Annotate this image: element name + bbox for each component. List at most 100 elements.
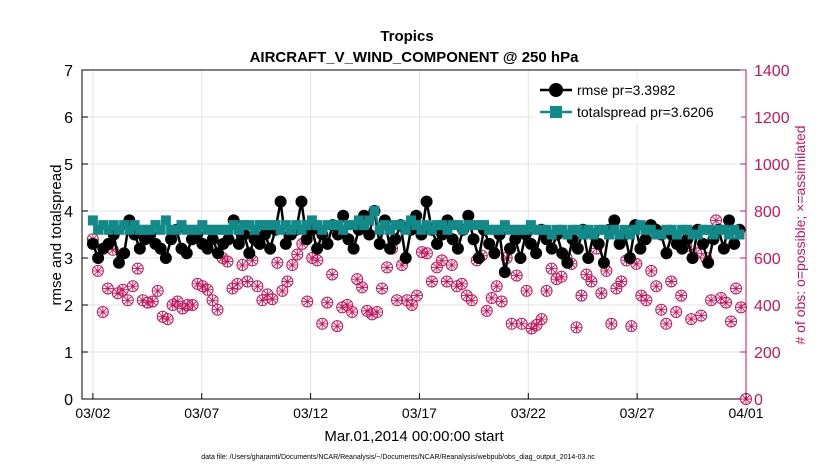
obs-assimilated-marker [676, 290, 687, 301]
obs-possible-marker [490, 280, 503, 293]
obs-count-point [485, 291, 498, 304]
obs-assimilated-marker [596, 288, 607, 299]
totalspread-marker [724, 229, 735, 240]
totalspread-marker [140, 224, 151, 235]
totalspread-marker [176, 220, 187, 231]
totalspread-marker [119, 220, 130, 231]
obs-assimilated-marker [616, 276, 627, 287]
obs-assimilated-marker [152, 285, 163, 296]
obs-assimilated-marker [97, 307, 108, 318]
rmse-marker [232, 237, 245, 250]
rmse-marker [258, 228, 271, 241]
obs-assimilated-marker [177, 303, 188, 314]
rmse-marker [561, 256, 574, 269]
obs-count-point [665, 275, 678, 288]
obs-count-point [645, 264, 658, 277]
rmse-marker [509, 233, 522, 246]
obs-possible-marker [420, 247, 433, 260]
rmse-marker [483, 237, 496, 250]
obs-count-point [625, 320, 638, 333]
obs-assimilated-marker [491, 281, 502, 292]
totalspread-marker [265, 220, 276, 231]
totalspread-marker [186, 224, 197, 235]
totalspread-marker [426, 224, 437, 235]
rmse-marker [530, 247, 543, 260]
totalspread-marker [145, 224, 156, 235]
obs-count-point [505, 317, 518, 330]
totalspread-marker [682, 224, 693, 235]
obs-count-point [101, 282, 114, 295]
obs-possible-marker [146, 295, 159, 308]
obs-possible-marker [495, 295, 508, 308]
obs-count-point [695, 309, 708, 322]
rmse-marker [159, 252, 172, 264]
rmse-marker [608, 214, 621, 227]
obs-possible-marker [465, 294, 478, 307]
obs-possible-marker [605, 317, 618, 330]
rmse-marker [660, 247, 673, 260]
obs-count-point [131, 262, 144, 275]
obs-assimilated-marker [332, 321, 343, 332]
totalspread-marker [557, 224, 568, 235]
totalspread-marker [108, 220, 119, 231]
x-tick-label: 03/17 [402, 405, 437, 421]
obs-assimilated-marker [671, 307, 682, 318]
obs-assimilated-marker [731, 283, 742, 294]
totalspread-marker [437, 220, 448, 231]
obs-assimilated-marker [127, 281, 138, 292]
totalspread-marker [87, 215, 98, 226]
rmse-marker [342, 233, 355, 246]
y-axis-label: rmse and totalspread [48, 165, 65, 306]
totalspread-marker [405, 215, 416, 226]
obs-count-point [276, 284, 289, 297]
obs-assimilated-marker [611, 283, 622, 294]
totalspread-marker [270, 220, 281, 231]
obs-assimilated-marker [172, 296, 183, 307]
totalspread-marker [385, 224, 396, 235]
obs-count-point [555, 270, 568, 283]
totalspread-marker [551, 224, 562, 235]
y-tick-label: 6 [64, 110, 73, 127]
totalspread-marker [364, 215, 375, 226]
obs-assimilated-marker [721, 297, 732, 308]
obs-count-point [376, 282, 389, 295]
obs-assimilated-marker [696, 310, 707, 321]
obs-count-point [640, 294, 653, 307]
rmse-marker [384, 242, 397, 255]
obs-assimilated-marker [147, 296, 158, 307]
obs-assimilated-marker [406, 300, 417, 310]
totalspread-marker [718, 224, 729, 235]
rmse-marker [686, 252, 699, 264]
totalspread-marker [213, 224, 224, 235]
rmse-marker [295, 195, 308, 208]
totalspread-marker [588, 229, 599, 240]
obs-count-point [670, 306, 683, 319]
obs-possible-marker [730, 282, 743, 295]
totalspread-marker [218, 224, 229, 235]
obs-count-point [381, 261, 394, 274]
obs-possible-marker [266, 293, 279, 306]
obs-possible-marker [251, 280, 264, 293]
obs-count-point [286, 259, 299, 272]
obs-count-point [91, 264, 104, 277]
totalspread-marker [656, 229, 667, 240]
obs-possible-marker [91, 264, 104, 277]
rmse-marker [337, 209, 350, 222]
obs-possible-marker [615, 275, 628, 288]
obs-assimilated-marker [232, 278, 243, 289]
totalspread-marker [395, 220, 406, 231]
obs-count-point [660, 317, 673, 330]
rmse-marker [264, 242, 277, 255]
y2-tick-label: 600 [754, 251, 781, 268]
obs-count-point [605, 317, 618, 330]
obs-assimilated-marker [516, 318, 527, 329]
rmse-marker [102, 237, 115, 250]
totalspread-marker [692, 229, 703, 240]
obs-possible-marker [435, 254, 448, 267]
obs-assimilated-marker [202, 284, 213, 295]
obs-assimilated-marker [736, 302, 747, 313]
totalspread-marker [677, 224, 688, 235]
totalspread-marker [244, 220, 255, 231]
obs-possible-marker [201, 283, 214, 296]
obs-assimilated-marker [222, 256, 233, 267]
